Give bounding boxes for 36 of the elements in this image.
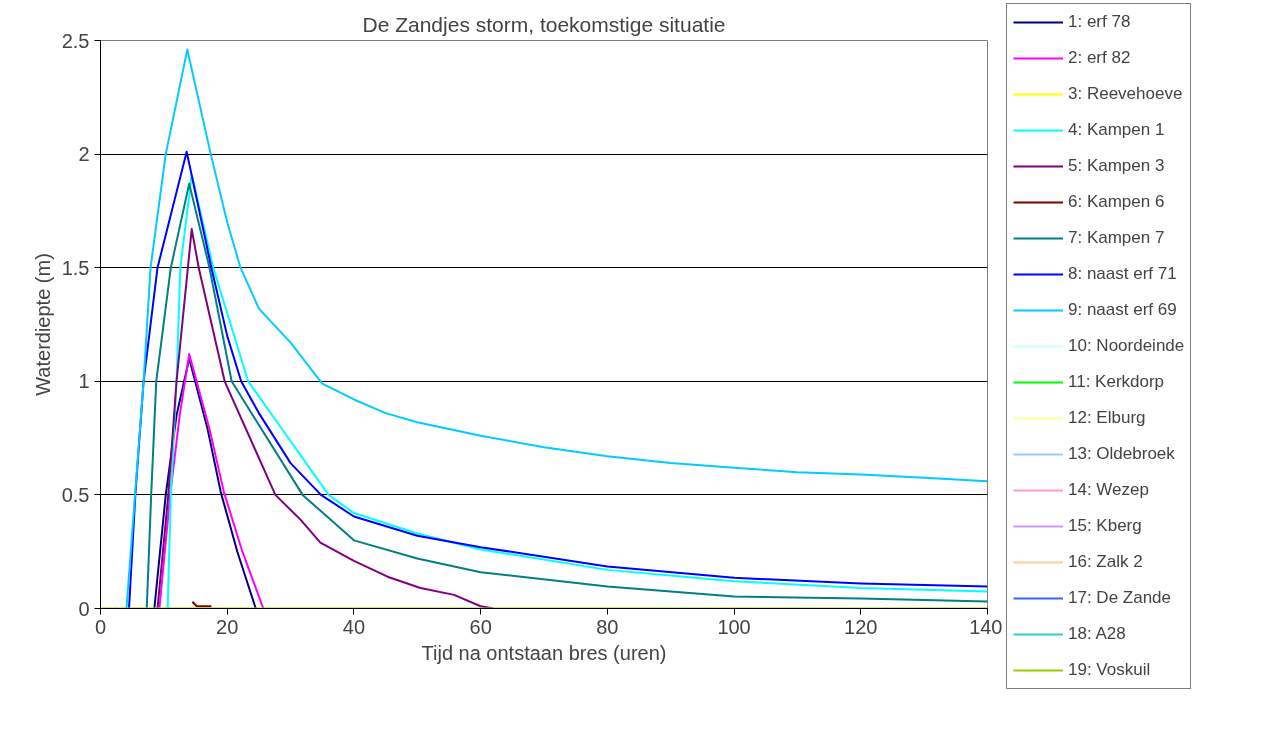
y-tick-label: 1.5 <box>61 256 90 279</box>
y-tick-label: 0 <box>78 597 90 620</box>
legend-label: 11: Kerkdorp <box>1068 371 1165 392</box>
y-tick-label: 2.5 <box>61 29 90 52</box>
x-tick-label: 80 <box>596 615 619 638</box>
chart-title: De Zandjes storm, toekomstige situatie <box>362 12 726 36</box>
x-tick-label: 100 <box>717 615 751 638</box>
legend-label: 13: Oldebroek <box>1068 443 1175 464</box>
legend-label: 6: Kampen 6 <box>1068 191 1165 212</box>
x-tick-label: 140 <box>969 615 1003 638</box>
legend-label: 19: Voskuil <box>1068 659 1151 680</box>
legend-label: 12: Elburg <box>1068 407 1146 428</box>
legend-label: 10: Noordeinde <box>1068 335 1185 356</box>
y-axis-title: Waterdiepte (m) <box>31 253 54 396</box>
legend-label: 2: erf 82 <box>1068 47 1131 68</box>
x-tick-label: 40 <box>342 615 366 638</box>
x-tick-label: 120 <box>844 615 878 638</box>
legend-label: 15: Kberg <box>1068 515 1142 536</box>
legend-label: 9: naast erf 69 <box>1068 299 1177 320</box>
legend-label: 16: Zalk 2 <box>1068 551 1143 572</box>
y-tick-label: 1 <box>78 370 90 393</box>
legend-label: 1: erf 78 <box>1068 11 1131 32</box>
x-tick-label: 0 <box>94 615 107 638</box>
y-tick-label: 2 <box>78 143 90 166</box>
x-tick-label: 60 <box>469 615 492 638</box>
legend-label: 17: De Zande <box>1068 587 1172 608</box>
legend-label: 5: Kampen 3 <box>1068 155 1165 176</box>
x-axis-title: Tijd na ontstaan bres (uren) <box>421 641 667 664</box>
legend-label: 4: Kampen 1 <box>1068 119 1165 140</box>
legend-label: 7: Kampen 7 <box>1068 227 1165 248</box>
legend-label: 3: Reevehoeve <box>1068 83 1183 104</box>
y-tick-label: 0.5 <box>61 483 90 506</box>
x-tick-label: 20 <box>216 615 239 638</box>
legend-label: 8: naast erf 71 <box>1068 263 1177 284</box>
legend-label: 18: A28 <box>1068 623 1126 644</box>
legend-label: 14: Wezep <box>1068 479 1149 500</box>
